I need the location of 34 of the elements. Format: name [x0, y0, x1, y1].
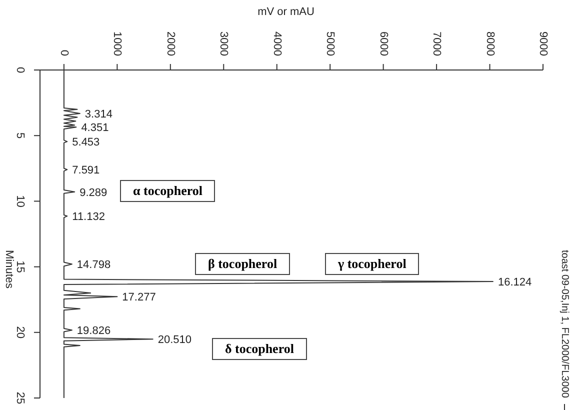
annotation: 5.453 — [72, 136, 100, 148]
annotation: 11.132 — [72, 210, 105, 223]
x-tick-label: 7000 — [430, 32, 443, 56]
y-tick-label: 10 — [14, 195, 26, 208]
annotation: 3.314 — [84, 108, 112, 120]
y-tick-label: 5 — [14, 132, 26, 139]
x-tick-label: 8000 — [484, 32, 496, 56]
annotation: 19.826 — [76, 325, 111, 338]
annotation: α tocopherol — [120, 180, 216, 202]
x-axis-title: mV or mAU — [256, 6, 316, 18]
x-tick-label: 4000 — [270, 32, 283, 56]
x-tick-label: 5000 — [324, 32, 336, 56]
annotation: 7.591 — [72, 164, 100, 176]
annotation: 17.277 — [122, 292, 156, 304]
y-tick-label: 20 — [14, 326, 26, 339]
annotation: 4.351 — [81, 122, 109, 134]
annotation: 14.798 — [76, 259, 111, 272]
text: toast 09-05,Inj 1, FL2000/FL3000 — [559, 250, 570, 398]
annotation: γ tocopherol — [325, 253, 420, 275]
annotation: 9.289 — [80, 186, 108, 199]
x-tick-label: 2000 — [164, 32, 176, 56]
annotation: δ tocopherol — [212, 338, 307, 360]
annotation: β tocopherol — [195, 253, 290, 275]
x-tick-label: 1000 — [111, 32, 124, 56]
annotation: 20.510 — [158, 334, 192, 346]
y-tick-label: 0 — [14, 66, 26, 74]
x-tick-label: 0 — [58, 50, 70, 56]
x-tick-label: 3000 — [218, 32, 230, 56]
annotation: 16.124 — [498, 276, 532, 288]
x-tick-label: 9000 — [537, 32, 549, 56]
y-tick-label: 15 — [14, 260, 26, 273]
y-axis-title: Minutes — [3, 250, 15, 289]
y-tick-label: 25 — [14, 392, 26, 404]
x-tick-label: 6000 — [377, 32, 390, 56]
